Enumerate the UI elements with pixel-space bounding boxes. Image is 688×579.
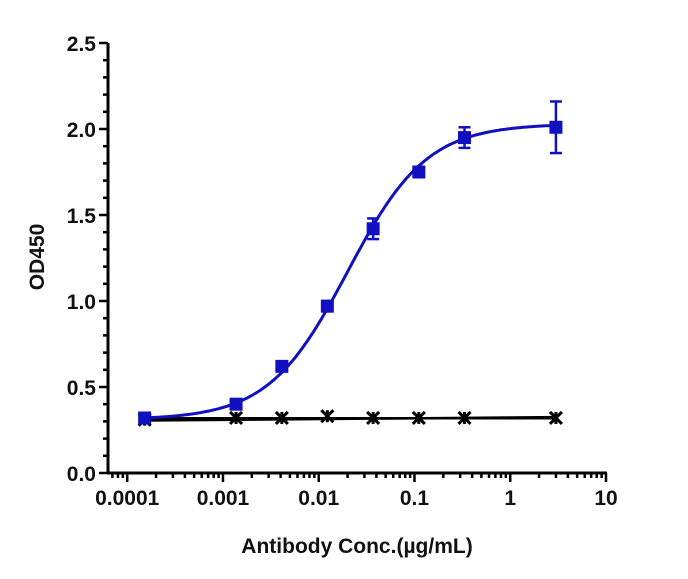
y-tick-label: 0.0 [67,463,96,486]
control-star-marker [274,410,289,426]
square-marker [275,359,289,373]
antibody-data-point [229,397,243,411]
y-tick-label: 0.5 [67,377,97,400]
control-star-marker [457,410,472,426]
square-marker [458,131,472,145]
antibody-data-point [320,299,334,313]
antibody-data-point [366,217,380,241]
x-tick-label: 1 [504,487,516,510]
antibody-data-point [458,126,472,150]
antibody-data-point [549,100,563,155]
square-marker [320,299,334,313]
control-star-marker [320,409,335,424]
y-tick-label: 2.0 [67,119,96,142]
x-tick-label: 0.0001 [95,487,160,510]
plot-series [137,100,563,427]
control-star-marker [411,410,426,426]
control-star-marker [548,410,563,426]
square-marker [549,120,563,134]
x-tick-label: 10 [594,487,617,510]
antibody-fit-curve [144,123,556,420]
square-marker [229,397,243,411]
antibody-data-point [412,165,426,179]
antibody-data-point [275,359,289,373]
square-marker [366,222,380,236]
square-marker [138,411,152,425]
x-axis-title: Antibody Conc.(µg/mL) [241,535,472,558]
control-star-marker [229,410,244,426]
antibody-data-point [138,411,152,425]
y-axis-title: OD450 [26,224,49,291]
control-star-marker [366,410,381,426]
x-tick-label: 0.01 [298,487,339,510]
y-tick-label: 1.0 [67,291,96,314]
y-axis: 0.0 0.5 1.0 1.5 2.0 2.5 [67,33,110,486]
x-tick-label: 0.1 [400,487,430,510]
x-axis: 0.0001 0.001 0.01 0.1 1 10 [95,471,618,510]
x-tick-label: 0.001 [197,487,250,510]
square-marker [412,165,426,179]
y-tick-label: 2.5 [67,33,97,56]
y-tick-label: 1.5 [67,205,97,228]
